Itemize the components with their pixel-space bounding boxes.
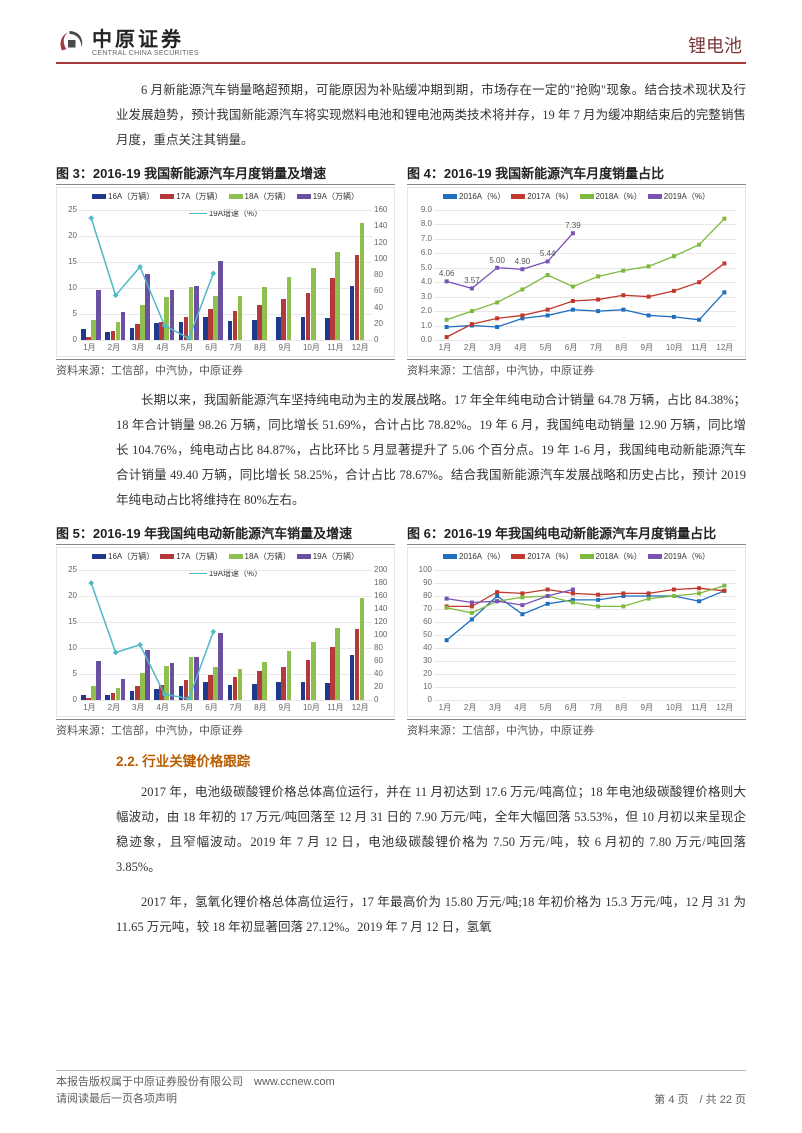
- figure-5-canvas: 16A（万辆）17A（万辆）18A（万辆）19A（万辆）19A增速（%）0510…: [56, 547, 395, 717]
- paragraph-intro: 6 月新能源汽车销量略超预期，可能原因为补贴缓冲期到期，市场存在一定的"抢购"现…: [56, 78, 746, 153]
- paragraph-lithium-hydroxide: 2017 年，氢氧化锂价格总体高位运行，17 年最高价为 15.80 万元/吨;…: [56, 890, 746, 940]
- figure-5-title: 图 5：2016-19 年我国纯电动新能源汽车销量及增速: [56, 523, 395, 545]
- paragraph-lithium-carbonate: 2017 年，电池级碳酸锂价格总体高位运行，并在 11 月初达到 17.6 万元…: [56, 780, 746, 880]
- page-header: 中原证券 CENTRAL CHINA SECURITIES 锂电池: [56, 28, 746, 64]
- footer-page-number: 第 4 页 / 共 22 页: [654, 1091, 746, 1107]
- footer-copyright: 本报告版权属于中原证券股份有限公司 www.ccnew.com: [56, 1074, 335, 1091]
- company-logo-block: 中原证券 CENTRAL CHINA SECURITIES: [56, 28, 199, 58]
- section-2-2-heading: 2.2. 行业关键价格跟踪: [116, 750, 746, 770]
- figure-6: 图 6：2016-19 年我国纯电动新能源汽车月度销量占比 2016A（%）20…: [407, 523, 746, 738]
- figure-3-source: 资料来源：工信部，中汽协，中原证券: [56, 359, 395, 378]
- company-logo-icon: [56, 28, 86, 58]
- figure-4: 图 4：2016-19 我国新能源汽车月度销量占比 2016A（%）2017A（…: [407, 163, 746, 378]
- company-name-en: CENTRAL CHINA SECURITIES: [92, 50, 199, 57]
- chart-row-2: 图 5：2016-19 年我国纯电动新能源汽车销量及增速 16A（万辆）17A（…: [56, 523, 746, 738]
- figure-4-canvas: 2016A（%）2017A（%）2018A（%）2019A（%）4.063.57…: [407, 187, 746, 357]
- figure-5-source: 资料来源：工信部，中汽协，中原证券: [56, 719, 395, 738]
- figure-6-title: 图 6：2016-19 年我国纯电动新能源汽车月度销量占比: [407, 523, 746, 545]
- page-footer: 本报告版权属于中原证券股份有限公司 www.ccnew.com 请阅读最后一页各…: [56, 1070, 746, 1107]
- figure-6-canvas: 2016A（%）2017A（%）2018A（%）2019A（%）01020304…: [407, 547, 746, 717]
- figure-3-title: 图 3：2016-19 我国新能源汽车月度销量及增速: [56, 163, 395, 185]
- footer-disclaimer: 请阅读最后一页各项声明: [56, 1091, 335, 1108]
- figure-3: 图 3：2016-19 我国新能源汽车月度销量及增速 16A（万辆）17A（万辆…: [56, 163, 395, 378]
- figure-6-source: 资料来源：工信部，中汽协，中原证券: [407, 719, 746, 738]
- figure-4-source: 资料来源：工信部，中汽协，中原证券: [407, 359, 746, 378]
- figure-4-title: 图 4：2016-19 我国新能源汽车月度销量占比: [407, 163, 746, 185]
- paragraph-ev-strategy: 长期以来，我国新能源汽车坚持纯电动为主的发展战略。17 年全年纯电动合计销量 6…: [56, 388, 746, 513]
- figure-5: 图 5：2016-19 年我国纯电动新能源汽车销量及增速 16A（万辆）17A（…: [56, 523, 395, 738]
- company-name-cn: 中原证券: [92, 30, 199, 50]
- figure-3-canvas: 16A（万辆）17A（万辆）18A（万辆）19A（万辆）19A增速（%）0510…: [56, 187, 395, 357]
- chart-row-1: 图 3：2016-19 我国新能源汽车月度销量及增速 16A（万辆）17A（万辆…: [56, 163, 746, 378]
- document-section-title: 锂电池: [688, 32, 746, 58]
